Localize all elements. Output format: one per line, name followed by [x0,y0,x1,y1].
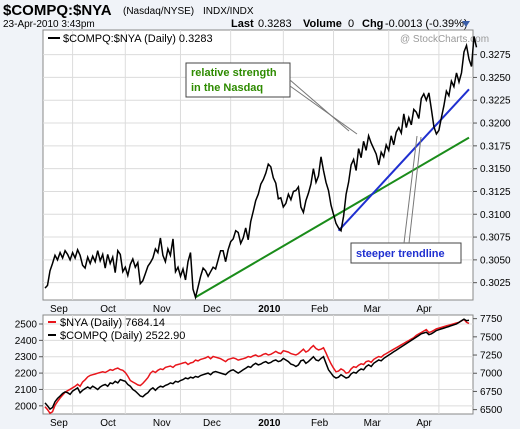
price-x-tick-label: Nov [153,418,171,429]
nya-y-tick-label: 6750 [480,387,503,398]
compq-y-tick-label: 2300 [15,352,38,363]
compq-y-tick-label: 2500 [15,320,38,331]
ratio-x-tick-label: Feb [311,304,329,315]
ratio-x-tick-label: Oct [100,304,116,315]
compq-y-tick-label: 2400 [15,336,38,347]
ratio-y-tick-label: 0.3050 [480,255,511,266]
ratio-y-tick-label: 0.3200 [480,119,511,130]
price-x-tick-label: Oct [100,418,116,429]
price-x-tick-label: Feb [311,418,329,429]
last-label: Last [231,18,254,30]
ratio-x-tick-label: Nov [153,304,171,315]
nya-y-ticks: 7750 7500 7250 7000 6750 6500 [473,314,503,416]
ratio-y-tick-label: 0.3100 [480,210,511,221]
volume-label: Volume [303,18,342,30]
annotation-strength-line1: relative strength [191,67,277,79]
ratio-x-tick-label: Dec [203,304,221,315]
nya-legend: $NYA (Daily) 7684.14 [60,317,165,329]
nya-y-tick-label: 7500 [480,332,503,343]
ratio-x-tick-label: Apr [416,304,432,315]
last-value: 0.3283 [258,18,292,30]
chart-date: 23-Apr-2010 3:43pm [3,19,95,30]
ratio-y-tick-label: 0.3150 [480,164,511,175]
price-x-tick-label: Sep [50,418,68,429]
chart-index-type: INDX/INDX [203,6,254,17]
nya-series-line [44,318,470,415]
nya-y-tick-label: 7000 [480,369,503,380]
price-x-tick-label: Dec [203,418,221,429]
ratio-y-tick-label: 0.3275 [480,50,511,61]
compq-series-line [44,318,470,411]
ratio-y-ticks: 0.3275 0.3250 0.3225 0.3200 0.3175 0.3150 0.31… [473,50,511,289]
annotation-steeper: steeper trendline [356,248,445,260]
ratio-y-tick-label: 0.3175 [480,141,511,152]
nya-y-tick-label: 6500 [480,405,503,416]
ratio-x-tick-label: Mar [364,304,382,315]
compq-y-tick-label: 2000 [15,401,38,412]
annotation-pointer-3 [403,135,418,244]
annotation-strength-line2: in the Nasdaq [191,82,263,94]
ratio-y-tick-label: 0.3250 [480,73,511,84]
annotation-pointer-4 [408,136,422,244]
ratio-x-tick-label: Sep [50,304,68,315]
annotation-box-strength [185,62,291,98]
ratio-y-tick-label: 0.3225 [480,96,511,107]
price-x-ticks: Sep Oct Nov Dec 2010 Feb Mar Apr [50,418,433,429]
price-x-tick-label: Mar [364,418,382,429]
ratio-x-tick-label: 2010 [258,304,281,315]
price-x-tick-label: Apr [416,418,432,429]
green-trendline [195,136,470,299]
compq-y-ticks: 2500 2400 2300 2200 2100 2000 [15,320,43,412]
chg-label: Chg [362,18,383,30]
compq-y-tick-label: 2200 [15,369,38,380]
annotation-box-steeper [350,242,462,264]
nya-y-tick-label: 7750 [480,314,503,325]
ratio-series-line [44,36,478,301]
nya-y-tick-label: 7250 [480,351,503,362]
ratio-y-tick-label: 0.3025 [480,278,511,289]
volume-value: 0 [348,18,354,30]
ratio-y-tick-label: 0.3125 [480,187,511,198]
ratio-legend: $COMPQ:$NYA (Daily) 0.3283 [63,33,213,45]
chart-symbol: $COMPQ:$NYA [3,2,112,19]
ratio-y-tick-label: 0.3075 [480,233,511,244]
watermark: @ StockCharts.com [400,34,489,45]
compq-legend: $COMPQ (Daily) 2522.90 [60,330,185,342]
annotation-pointer-1 [289,79,350,132]
chg-value: -0.0013 (-0.39%) [385,18,468,30]
dropdown-arrow-icon[interactable] [462,21,470,27]
annotation-pointer-2 [289,85,358,135]
price-x-tick-label: 2010 [258,418,281,429]
blue-trendline [337,88,470,232]
compq-y-tick-label: 2100 [15,385,38,396]
price-grid [43,323,473,407]
ratio-x-ticks: Sep Oct Nov Dec 2010 Feb Mar Apr [50,304,433,315]
ratio-grid [43,54,473,284]
chart-exchange: (Nasdaq/NYSE) [123,6,194,17]
